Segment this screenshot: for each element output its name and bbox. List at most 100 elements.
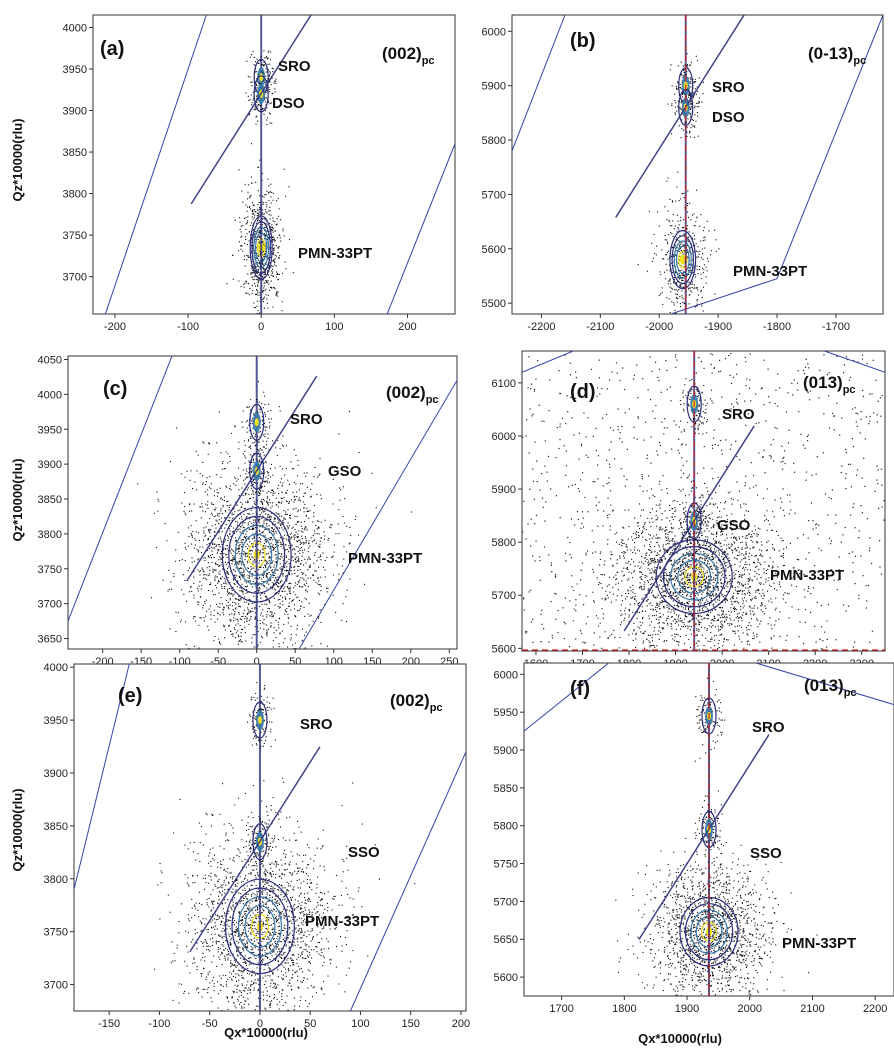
qz-axis-title-bottom: Qz*10000(rlu)	[10, 788, 25, 871]
x-tick-label: -1800	[763, 321, 791, 333]
analyzer-streak	[623, 425, 755, 632]
scan-limit-line	[522, 351, 574, 373]
y-tick-label: 3700	[38, 599, 62, 611]
qz-axis-title-top: Qz*10000(rlu)	[10, 118, 25, 201]
peak-label-sso: SSO	[750, 845, 782, 862]
pmn-contour	[673, 240, 692, 279]
y-tick-label: 3900	[38, 459, 62, 471]
y-tick-label: 3950	[38, 424, 62, 436]
x-tick-label: 2200	[863, 1003, 887, 1015]
qx-axis-title-left: Qx*10000(rlu)	[224, 1025, 308, 1040]
analyzer-streak	[186, 375, 318, 582]
y-tick-label: 6100	[492, 378, 516, 390]
y-tick-label: 3750	[44, 927, 68, 939]
peak-mark	[257, 716, 262, 725]
scan-limit-line	[298, 380, 457, 649]
x-tick-label: 1800	[612, 1003, 636, 1015]
scan-limit-line	[104, 15, 207, 314]
y-tick-label: 5900	[494, 745, 518, 757]
sub-contour	[252, 823, 268, 861]
peak-label-pmn-33pt: PMN-33PT	[305, 913, 379, 930]
y-tick-label: 5600	[482, 244, 506, 256]
pmn-contour	[678, 250, 688, 269]
x-tick-label: -200	[104, 321, 126, 333]
panel-a: -200 -100 0 100 200 3700 3750 3800 3850 3900 3950 4…	[63, 14, 456, 333]
y-tick-label: 5600	[492, 643, 516, 655]
plot-frame	[73, 663, 467, 1012]
y-tick-label: 5900	[492, 484, 516, 496]
plot-area	[74, 664, 466, 1011]
sub-contour	[249, 452, 265, 490]
x-tick-label: -2200	[527, 321, 555, 333]
reflection-label: (013)pc	[803, 373, 856, 396]
y-tick-label: 6000	[494, 669, 518, 681]
x-tick-label: 2000	[738, 1003, 762, 1015]
y-tick-label: 5800	[494, 821, 518, 833]
peak-label-sro: SRO	[300, 716, 333, 733]
y-tick-label: 3750	[63, 230, 87, 242]
y-tick-label: 3750	[38, 564, 62, 576]
y-tick-label: 3800	[63, 189, 87, 201]
y-tick-label: 4000	[44, 662, 68, 674]
y-tick-label: 3700	[63, 272, 87, 284]
x-tick-label: -100	[148, 1018, 170, 1030]
peak-label-pmn-33pt: PMN-33PT	[770, 567, 844, 584]
reflection-label: (0-13)pc	[808, 44, 866, 67]
peak-label-sro: SRO	[290, 411, 323, 428]
reflection-label: (002)pc	[382, 44, 435, 67]
panel-label: (c)	[103, 378, 127, 400]
x-tick-label: -100	[177, 321, 199, 333]
panel-e: -150 -100 -50 0 50 100 150 200 3700 3750 3800 3850 3…	[44, 662, 471, 1030]
x-tick-label: 2100	[800, 1003, 824, 1015]
y-tick-label: 5500	[482, 298, 506, 310]
x-tick-label: 100	[325, 321, 343, 333]
plot-area	[104, 15, 455, 314]
panel-label: (d)	[570, 381, 596, 403]
scan-limit-line	[824, 351, 885, 373]
scan-limit-line	[755, 663, 894, 706]
x-tick-label: 200	[452, 1018, 470, 1030]
x-tick-label: -2000	[645, 321, 673, 333]
y-tick-label: 5600	[494, 972, 518, 984]
y-tick-label: 4000	[38, 389, 62, 401]
scan-limit-line	[349, 751, 466, 1011]
panel-b: -2200 -2100 -2000 -1900 -1800 -1700 5500 5600 57…	[482, 14, 884, 333]
plot-area	[512, 15, 883, 314]
y-tick-label: 5900	[482, 81, 506, 93]
peak-label-dso: DSO	[712, 109, 745, 126]
x-tick-label: -50	[202, 1018, 218, 1030]
plot-area	[68, 356, 457, 649]
x-tick-label: 200	[398, 321, 416, 333]
panel-f: 1700 1800 1900 2000 2100 2200 5600 5650 5700 5750…	[494, 662, 894, 1015]
y-tick-label: 3800	[38, 529, 62, 541]
panels: -200 -100 0 100 200 3700 3750 3800 3850 3900 3950 4…	[38, 14, 894, 1030]
y-tick-label: 3850	[38, 494, 62, 506]
y-tick-label: 3850	[44, 821, 68, 833]
y-tick-label: 5700	[494, 896, 518, 908]
y-tick-label: 5650	[494, 934, 518, 946]
analyzer-streak	[189, 746, 321, 953]
y-tick-label: 3850	[63, 147, 87, 159]
x-tick-label: 150	[402, 1018, 420, 1030]
plot-frame	[521, 350, 886, 652]
x-tick-label: 0	[257, 1018, 263, 1030]
reflection-label: (002)pc	[390, 691, 443, 714]
y-tick-label: 5950	[494, 707, 518, 719]
y-tick-label: 3800	[44, 874, 68, 886]
plot-frame	[67, 355, 458, 650]
pmn-contour	[669, 230, 697, 290]
y-tick-label: 3900	[63, 106, 87, 118]
analyzer-streak	[190, 15, 312, 205]
plot-area	[524, 663, 894, 996]
scan-limit-line	[524, 663, 609, 732]
peak-label-sro: SRO	[722, 406, 755, 423]
y-tick-label: 3650	[38, 634, 62, 646]
x-tick-label: 100	[351, 1018, 369, 1030]
y-tick-label: 5700	[492, 590, 516, 602]
plot-frame	[511, 14, 884, 315]
panel-d: 1600170018001900200021002200230056005700…	[492, 350, 886, 670]
y-tick-label: 5700	[482, 189, 506, 201]
peak-label-sro: SRO	[712, 79, 745, 96]
x-tick-label: 0	[254, 656, 260, 668]
x-tick-label: -150	[98, 1018, 120, 1030]
